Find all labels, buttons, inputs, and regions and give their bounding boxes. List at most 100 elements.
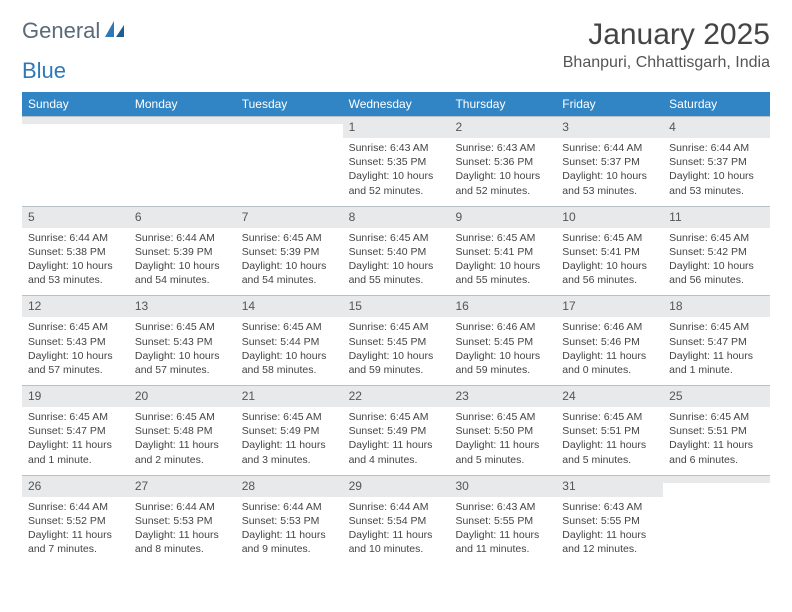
daylight-text: Daylight: 10 hours and 53 minutes. bbox=[562, 169, 657, 197]
daylight-text: Daylight: 10 hours and 58 minutes. bbox=[242, 349, 337, 377]
sunset-text: Sunset: 5:40 PM bbox=[349, 245, 444, 259]
day-body: Sunrise: 6:45 AMSunset: 5:45 PMDaylight:… bbox=[343, 317, 450, 385]
daylight-text: Daylight: 11 hours and 8 minutes. bbox=[135, 528, 230, 556]
day-cell: 22 Sunrise: 6:45 AMSunset: 5:49 PMDayligh… bbox=[343, 385, 450, 475]
sunset-text: Sunset: 5:50 PM bbox=[455, 424, 550, 438]
day-cell: 29Sunrise: 6:44 AMSunset: 5:54 PMDayligh… bbox=[343, 475, 450, 565]
day-body: Sunrise: 6:43 AMSunset: 5:35 PMDaylight:… bbox=[343, 138, 450, 206]
day-body: Sunrise: 6:44 AMSunset: 5:37 PMDaylight:… bbox=[663, 138, 770, 206]
sunset-text: Sunset: 5:46 PM bbox=[562, 335, 657, 349]
day-body bbox=[236, 124, 343, 178]
day-number: 27 bbox=[135, 479, 230, 493]
sunrise-text: Sunrise: 6:45 AM bbox=[28, 320, 123, 334]
day-number: 5 bbox=[28, 210, 123, 224]
sunrise-text: Sunrise: 6:45 AM bbox=[242, 410, 337, 424]
day-number-bar bbox=[663, 475, 770, 483]
day-cell: 24Sunrise: 6:45 AMSunset: 5:51 PMDayligh… bbox=[556, 385, 663, 475]
day-body: Sunrise: 6:45 AMSunset: 5:49 PMDaylight:… bbox=[343, 407, 450, 475]
day-number: 23 bbox=[455, 389, 550, 403]
day-cell: 27Sunrise: 6:44 AMSunset: 5:53 PMDayligh… bbox=[129, 475, 236, 565]
weekday-fri: Friday bbox=[556, 92, 663, 116]
day-number-bar: 14 bbox=[236, 295, 343, 317]
daylight-text: Daylight: 11 hours and 9 minutes. bbox=[242, 528, 337, 556]
daylight-text: Daylight: 11 hours and 4 minutes. bbox=[349, 438, 444, 466]
daylight-text: Daylight: 11 hours and 5 minutes. bbox=[562, 438, 657, 466]
sunrise-text: Sunrise: 6:45 AM bbox=[669, 410, 764, 424]
sunrise-text: Sunrise: 6:45 AM bbox=[562, 410, 657, 424]
day-number: 18 bbox=[669, 299, 764, 313]
daylight-text: Daylight: 10 hours and 59 minutes. bbox=[455, 349, 550, 377]
sunrise-text: Sunrise: 6:45 AM bbox=[455, 410, 550, 424]
day-cell: 8Sunrise: 6:45 AMSunset: 5:40 PMDaylight… bbox=[343, 206, 450, 296]
day-number-bar: 24 bbox=[556, 385, 663, 407]
day-body: Sunrise: 6:45 AMSunset: 5:49 PMDaylight:… bbox=[236, 407, 343, 475]
day-cell: 12Sunrise: 6:45 AMSunset: 5:43 PMDayligh… bbox=[22, 295, 129, 385]
day-number: 28 bbox=[242, 479, 337, 493]
logo-text-general: General bbox=[22, 18, 100, 44]
sunset-text: Sunset: 5:47 PM bbox=[28, 424, 123, 438]
day-cell: 30Sunrise: 6:43 AMSunset: 5:55 PMDayligh… bbox=[449, 475, 556, 565]
sunset-text: Sunset: 5:42 PM bbox=[669, 245, 764, 259]
day-number-bar: 17 bbox=[556, 295, 663, 317]
day-number-bar: 20 bbox=[129, 385, 236, 407]
day-number-bar: 3 bbox=[556, 116, 663, 138]
weekday-mon: Monday bbox=[129, 92, 236, 116]
day-number-bar: 29 bbox=[343, 475, 450, 497]
day-number: 3 bbox=[562, 120, 657, 134]
day-cell bbox=[236, 116, 343, 206]
sunset-text: Sunset: 5:38 PM bbox=[28, 245, 123, 259]
day-body: Sunrise: 6:45 AMSunset: 5:44 PMDaylight:… bbox=[236, 317, 343, 385]
day-cell: 4Sunrise: 6:44 AMSunset: 5:37 PMDaylight… bbox=[663, 116, 770, 206]
daylight-text: Daylight: 11 hours and 0 minutes. bbox=[562, 349, 657, 377]
day-cell: 14Sunrise: 6:45 AMSunset: 5:44 PMDayligh… bbox=[236, 295, 343, 385]
day-number: 1 bbox=[349, 120, 444, 134]
day-cell: 5Sunrise: 6:44 AMSunset: 5:38 PMDaylight… bbox=[22, 206, 129, 296]
day-cell: 31Sunrise: 6:43 AMSunset: 5:55 PMDayligh… bbox=[556, 475, 663, 565]
day-number: 21 bbox=[242, 389, 337, 403]
daylight-text: Daylight: 10 hours and 54 minutes. bbox=[242, 259, 337, 287]
month-title: January 2025 bbox=[563, 18, 770, 52]
day-number-bar: 12 bbox=[22, 295, 129, 317]
daylight-text: Daylight: 10 hours and 53 minutes. bbox=[669, 169, 764, 197]
day-number: 9 bbox=[455, 210, 550, 224]
day-cell: 6Sunrise: 6:44 AMSunset: 5:39 PMDaylight… bbox=[129, 206, 236, 296]
day-number: 10 bbox=[562, 210, 657, 224]
week-row: 26Sunrise: 6:44 AMSunset: 5:52 PMDayligh… bbox=[22, 475, 770, 565]
day-number-bar: 10 bbox=[556, 206, 663, 228]
sunset-text: Sunset: 5:41 PM bbox=[562, 245, 657, 259]
sunrise-text: Sunrise: 6:46 AM bbox=[562, 320, 657, 334]
day-number: 20 bbox=[135, 389, 230, 403]
sunrise-text: Sunrise: 6:45 AM bbox=[242, 320, 337, 334]
location: Bhanpuri, Chhattisgarh, India bbox=[563, 54, 770, 72]
sunrise-text: Sunrise: 6:44 AM bbox=[669, 141, 764, 155]
daylight-text: Daylight: 10 hours and 57 minutes. bbox=[135, 349, 230, 377]
sunrise-text: Sunrise: 6:45 AM bbox=[135, 320, 230, 334]
day-number-bar: 8 bbox=[343, 206, 450, 228]
sunset-text: Sunset: 5:43 PM bbox=[135, 335, 230, 349]
day-number-bar: 28 bbox=[236, 475, 343, 497]
day-body: Sunrise: 6:45 AMSunset: 5:39 PMDaylight:… bbox=[236, 228, 343, 296]
day-body: Sunrise: 6:45 AMSunset: 5:50 PMDaylight:… bbox=[449, 407, 556, 475]
day-cell: 17 Sunrise: 6:46 AMSunset: 5:46 PMDayligh… bbox=[556, 295, 663, 385]
sunrise-text: Sunrise: 6:45 AM bbox=[669, 320, 764, 334]
sunrise-text: Sunrise: 6:45 AM bbox=[28, 410, 123, 424]
day-number-bar: 15 bbox=[343, 295, 450, 317]
sunset-text: Sunset: 5:45 PM bbox=[455, 335, 550, 349]
sunset-text: Sunset: 5:45 PM bbox=[349, 335, 444, 349]
day-number: 22 bbox=[349, 389, 444, 403]
sunset-text: Sunset: 5:39 PM bbox=[135, 245, 230, 259]
sunrise-text: Sunrise: 6:45 AM bbox=[349, 320, 444, 334]
sunrise-text: Sunrise: 6:46 AM bbox=[455, 320, 550, 334]
day-number-bar: 25 bbox=[663, 385, 770, 407]
day-number-bar: 7 bbox=[236, 206, 343, 228]
sunrise-text: Sunrise: 6:45 AM bbox=[669, 231, 764, 245]
day-number: 19 bbox=[28, 389, 123, 403]
day-number: 2 bbox=[455, 120, 550, 134]
day-number-bar: 16 bbox=[449, 295, 556, 317]
title-block: January 2025 Bhanpuri, Chhattisgarh, Ind… bbox=[563, 18, 770, 72]
day-number-bar: 1 bbox=[343, 116, 450, 138]
day-number: 24 bbox=[562, 389, 657, 403]
day-body: Sunrise: 6:43 AMSunset: 5:55 PMDaylight:… bbox=[556, 497, 663, 565]
day-number: 8 bbox=[349, 210, 444, 224]
sunrise-text: Sunrise: 6:43 AM bbox=[349, 141, 444, 155]
